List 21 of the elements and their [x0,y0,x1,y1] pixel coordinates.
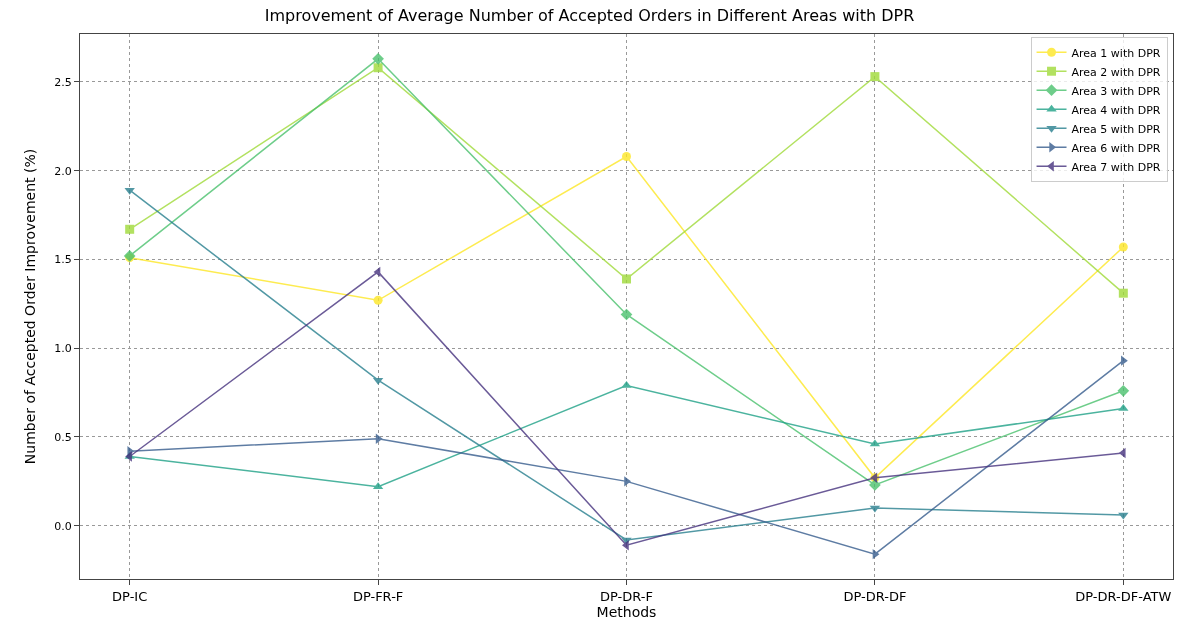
x-tick-label: DP-DR-F [600,588,653,604]
x-axis-title: Methods [596,603,657,620]
legend-label: Area 5 with DPR [1071,122,1161,136]
x-tick-label: DP-DR-DF [843,588,907,604]
legend-label: Area 7 with DPR [1071,160,1161,174]
legend-label: Area 3 with DPR [1071,84,1161,98]
x-tick-label: DP-DR-DF-ATW [1075,588,1172,604]
y-tick-label: 0.0 [54,519,72,533]
y-axis-title: Number of Accepted Order Improvement (%) [21,148,38,465]
y-tick-label: 2.5 [54,75,72,89]
y-tick-label: 1.0 [54,342,72,356]
x-tick-label: DP-FR-F [352,588,404,604]
legend-label: Area 2 with DPR [1071,65,1161,79]
y-tick-label: 2.0 [54,164,72,178]
x-tick-label: DP-IC [112,588,148,604]
chart-title: Improvement of Average Number of Accepted Orders in Different Areas with DPR [264,5,915,25]
legend-label: Area 6 with DPR [1071,141,1161,155]
y-tick-label: 1.5 [54,253,72,267]
legend-label: Area 4 with DPR [1071,103,1161,117]
legend-label: Area 1 with DPR [1071,46,1161,60]
y-tick-label: 0.5 [54,430,72,444]
